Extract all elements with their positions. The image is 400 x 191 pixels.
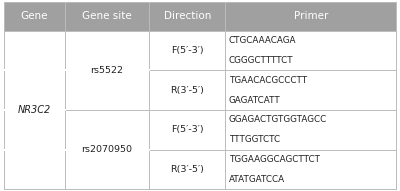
Text: TTTGGTCTC: TTTGGTCTC <box>229 135 280 144</box>
Text: Direction: Direction <box>164 11 211 21</box>
Text: Primer: Primer <box>294 11 328 21</box>
Text: CGGGCTTTTCT: CGGGCTTTTCT <box>229 56 293 65</box>
Text: Gene: Gene <box>21 11 48 21</box>
Text: R(3′-5′): R(3′-5′) <box>170 165 204 174</box>
Text: R(3′-5′): R(3′-5′) <box>170 86 204 95</box>
Text: rs5522: rs5522 <box>90 66 124 75</box>
Text: GAGATCATT: GAGATCATT <box>229 96 280 105</box>
Text: CTGCAAACAGA: CTGCAAACAGA <box>229 36 296 45</box>
Bar <box>4 110 396 150</box>
Text: TGAACACGCCCTT: TGAACACGCCCTT <box>229 76 307 85</box>
Bar <box>4 31 396 70</box>
Text: Gene site: Gene site <box>82 11 132 21</box>
Bar <box>4 2 396 31</box>
Text: F(5′-3′): F(5′-3′) <box>171 125 204 134</box>
Bar <box>4 150 396 189</box>
Text: GGAGACTGTGGTAGCC: GGAGACTGTGGTAGCC <box>229 115 327 124</box>
Text: NR3C2: NR3C2 <box>18 105 51 115</box>
Bar <box>4 70 396 110</box>
Text: F(5′-3′): F(5′-3′) <box>171 46 204 55</box>
Text: TGGAAGGCAGCTTCT: TGGAAGGCAGCTTCT <box>229 155 320 164</box>
Text: rs2070950: rs2070950 <box>82 145 132 154</box>
Text: ATATGATCCA: ATATGATCCA <box>229 175 285 184</box>
